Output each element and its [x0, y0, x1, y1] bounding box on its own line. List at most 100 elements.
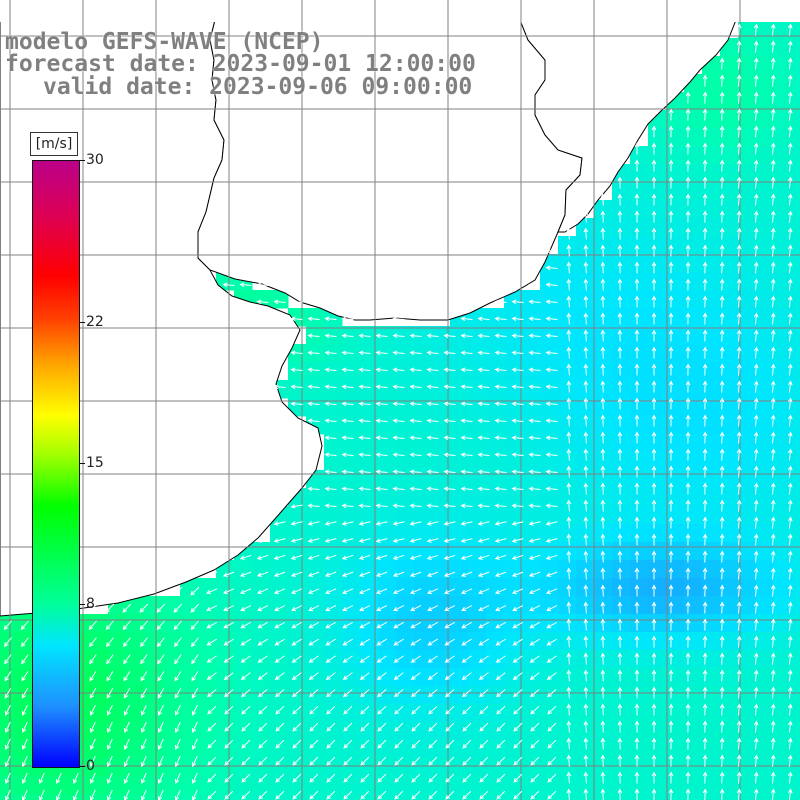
wind-arrow — [736, 108, 742, 121]
wind-arrow — [462, 689, 472, 698]
wind-speed-cell — [36, 794, 55, 800]
wind-arrow — [702, 397, 708, 410]
wind-speed-cell — [432, 632, 451, 651]
wind-speed-cell — [288, 686, 307, 705]
wind-arrow — [545, 265, 558, 271]
wind-arrow — [787, 261, 793, 274]
wind-arrow — [106, 687, 114, 699]
wind-arrow — [258, 739, 268, 749]
wind-speed-cell — [414, 452, 433, 471]
wind-arrow — [375, 435, 388, 441]
wind-arrow — [719, 618, 725, 631]
wind-speed-cell — [630, 308, 649, 327]
wind-speed-cell — [144, 794, 163, 800]
wind-arrow — [478, 672, 489, 681]
wind-arrow — [787, 159, 793, 172]
wind-arrow — [444, 655, 455, 663]
wind-arrow — [292, 722, 302, 732]
wind-speed-cell — [288, 794, 307, 800]
wind-speed-cell — [522, 650, 541, 669]
wind-arrow — [787, 635, 793, 648]
wind-arrow — [21, 654, 29, 665]
wind-arrow — [702, 533, 708, 546]
wind-arrow — [341, 521, 354, 526]
wind-arrow — [443, 469, 456, 475]
wind-speed-cell — [720, 74, 739, 93]
wind-arrow — [528, 316, 541, 322]
wind-arrow — [224, 756, 234, 766]
wind-arrow — [668, 533, 674, 546]
wind-speed-cell — [414, 614, 433, 633]
wind-speed-cell — [756, 164, 775, 183]
wind-speed-cell — [792, 722, 800, 741]
wind-arrow — [668, 686, 674, 699]
wind-speed-cell — [378, 632, 397, 651]
wind-arrow — [770, 278, 776, 291]
wind-arrow — [685, 669, 691, 682]
wind-arrow — [256, 571, 269, 577]
wind-speed-cell — [612, 200, 631, 219]
wind-speed-cell — [684, 434, 703, 453]
wind-arrow — [545, 503, 558, 509]
wind-arrow — [460, 384, 473, 390]
wind-arrow — [376, 588, 388, 595]
wind-arrow — [445, 773, 455, 783]
wind-arrow — [375, 452, 388, 458]
wind-arrow — [207, 790, 217, 800]
wind-speed-cell — [324, 380, 343, 399]
wind-arrow — [360, 722, 370, 732]
wind-speed-cell — [774, 236, 793, 255]
wind-arrow — [583, 737, 589, 750]
wind-arrow — [528, 571, 541, 577]
wind-arrow — [377, 790, 387, 800]
wind-arrow — [753, 618, 759, 631]
wind-arrow — [566, 533, 572, 546]
wind-speed-cell — [198, 794, 217, 800]
wind-speed-cell — [648, 560, 667, 579]
wind-speed-cell — [774, 632, 793, 651]
wind-speed-cell — [792, 524, 800, 543]
wind-arrow — [411, 689, 421, 698]
wind-speed-cell — [558, 488, 577, 507]
wind-arrow — [617, 499, 623, 512]
wind-arrow — [753, 584, 759, 597]
wind-arrow — [325, 605, 337, 612]
wind-speed-cell — [504, 488, 523, 507]
wind-arrow — [736, 567, 742, 580]
wind-arrow — [528, 452, 541, 458]
wind-speed-cell — [684, 416, 703, 435]
wind-arrow — [4, 738, 11, 750]
wind-arrow — [21, 738, 28, 750]
wind-speed-cell — [630, 704, 649, 723]
wind-speed-cell — [198, 596, 217, 615]
wind-arrow — [191, 738, 198, 750]
wind-speed-cell — [684, 398, 703, 417]
wind-speed-cell — [486, 596, 505, 615]
wind-arrow — [477, 367, 490, 373]
wind-speed-cell — [738, 182, 757, 201]
wind-arrow — [787, 108, 793, 121]
wind-speed-cell — [360, 704, 379, 723]
wind-arrow — [157, 789, 164, 800]
wind-speed-cell — [594, 200, 613, 219]
wind-arrow — [770, 431, 776, 444]
wind-speed-cell — [720, 524, 739, 543]
wind-speed-cell — [738, 506, 757, 525]
wind-speed-cell — [576, 740, 595, 759]
wind-arrow — [290, 571, 303, 577]
wind-arrow — [359, 621, 371, 629]
wind-speed-cell — [648, 758, 667, 777]
wind-arrow — [736, 176, 742, 189]
wind-arrow — [326, 790, 336, 800]
wind-speed-cell — [378, 758, 397, 777]
wind-arrow — [617, 601, 623, 614]
wind-speed-cell — [702, 614, 721, 633]
wind-arrow — [770, 261, 776, 274]
wind-arrow — [787, 312, 793, 325]
wind-speed-cell — [612, 254, 631, 273]
wind-arrow — [274, 638, 285, 646]
wind-arrow — [511, 316, 524, 322]
wind-arrow — [634, 499, 640, 512]
wind-speed-cell — [612, 452, 631, 471]
wind-speed-cell — [558, 452, 577, 471]
